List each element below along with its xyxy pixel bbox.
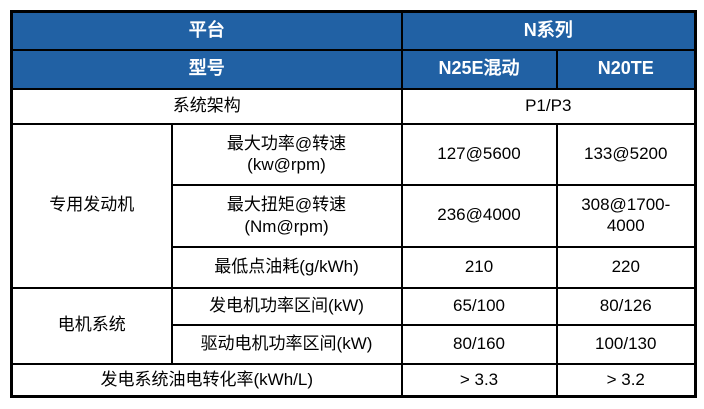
series-label-cell: N系列 (400, 10, 697, 51)
motor-group-label-cell: 电机系统 (10, 286, 173, 365)
conversion-row: 发电系统油电转化率(kWh/L) > 3.3 > 3.2 (10, 362, 697, 398)
model-label-cell: 型号 (10, 48, 403, 90)
max-power-row: 专用发动机 最大功率@转速 (kw@rpm) 127@5600 133@5200 (10, 122, 697, 289)
architecture-row: 系统架构 P1/P3 (10, 87, 697, 125)
generator-power-row: 电机系统 发电机功率区间(kW) 65/100 80/126 (10, 286, 697, 365)
conversion-n20te-cell: > 3.2 (555, 362, 697, 398)
model-n20te-cell: N20TE (555, 48, 697, 90)
metric-label-line: (Nm@rpm) (244, 216, 329, 236)
max-torque-row: 最大扭矩@转速 (Nm@rpm) 236@4000 308@1700-4000 (12, 183, 697, 248)
drive-motor-power-n25e-cell: 80/160 (400, 323, 558, 365)
model-n25e-cell: N25E混动 (400, 48, 558, 90)
conversion-label-cell: 发电系统油电转化率(kWh/L) (10, 362, 403, 398)
max-power-n20te-cell: 133@5200 (555, 122, 697, 186)
metric-label-line: 最大功率@转速 (226, 133, 347, 153)
platform-label-cell: 平台 (10, 10, 403, 51)
max-power-label-cell: 最大功率@转速 (kw@rpm) (170, 122, 403, 186)
header-row-model: 型号 N25E混动 N20TE (10, 48, 697, 90)
drive-motor-power-row: 驱动电机功率区间(kW) 80/160 100/130 (12, 323, 697, 365)
drive-motor-power-n20te-cell: 100/130 (555, 323, 697, 365)
engine-group-label-cell: 专用发动机 (10, 122, 173, 289)
architecture-label-cell: 系统架构 (10, 87, 403, 125)
max-torque-n25e-cell: 236@4000 (400, 183, 558, 248)
max-power-n25e-cell: 127@5600 (400, 122, 558, 186)
max-torque-label-cell: 最大扭矩@转速 (Nm@rpm) (170, 183, 403, 248)
metric-label-line: (kw@rpm) (247, 155, 326, 174)
conversion-n25e-cell: > 3.3 (400, 362, 558, 398)
min-fuel-n25e-cell: 210 (400, 245, 558, 289)
generator-power-n20te-cell: 80/126 (555, 286, 697, 326)
generator-power-n25e-cell: 65/100 (400, 286, 558, 326)
min-fuel-n20te-cell: 220 (555, 245, 697, 289)
drive-motor-power-label-cell: 驱动电机功率区间(kW) (170, 323, 403, 365)
max-torque-n20te-cell: 308@1700-4000 (555, 183, 697, 248)
spec-table: 平台 N系列 型号 N25E混动 N20TE 系统架构 P1/P3 专用发动机 … (10, 10, 697, 398)
min-fuel-row: 最低点油耗(g/kWh) 210 220 (12, 245, 697, 289)
generator-power-label-cell: 发电机功率区间(kW) (170, 286, 403, 326)
metric-label-line: 最大扭矩@转速 (226, 195, 347, 215)
header-row-platform: 平台 N系列 (10, 10, 697, 51)
architecture-value-cell: P1/P3 (400, 87, 697, 125)
min-fuel-label-cell: 最低点油耗(g/kWh) (170, 245, 403, 289)
